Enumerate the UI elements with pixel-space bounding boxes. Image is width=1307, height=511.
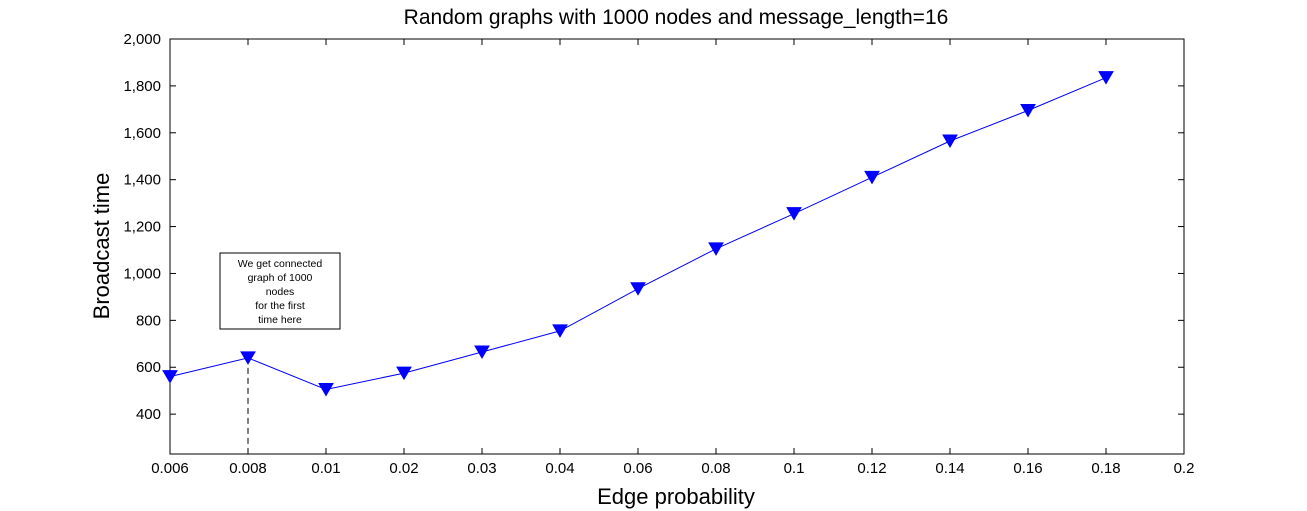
x-tick-label: 0.18 xyxy=(1091,460,1120,477)
annotation: We get connected graph of 1000 nodes for th… xyxy=(219,252,341,454)
y-tick-label: 400 xyxy=(136,406,161,423)
x-tick-label: 0.08 xyxy=(701,460,730,477)
data-point xyxy=(708,242,724,256)
data-point xyxy=(318,383,334,397)
data-point xyxy=(240,351,256,365)
chart-title: Random graphs with 1000 nodes and messag… xyxy=(404,6,949,29)
x-axis: 0.006 0.008 0.01 0.02 0.03 0.04 0.06 0.08 0.1 0.1… xyxy=(151,39,1194,477)
x-tick-label: 0.01 xyxy=(311,460,340,477)
x-tick-label: 0.2 xyxy=(1174,460,1195,477)
data-point xyxy=(396,366,412,381)
y-tick-label: 2,000 xyxy=(123,31,161,48)
data-point xyxy=(162,370,178,384)
y-tick-label: 1,000 xyxy=(123,265,161,282)
annotation-text-line: for the first xyxy=(255,300,305,312)
data-point xyxy=(942,134,958,148)
data-point xyxy=(786,207,802,221)
y-tick-label: 1,200 xyxy=(123,219,161,236)
annotation-text-line: We get connected xyxy=(238,258,323,270)
y-tick-label: 1,400 xyxy=(123,172,161,189)
data-point xyxy=(630,282,646,296)
x-tick-label: 0.02 xyxy=(389,460,418,477)
annotation-box xyxy=(219,252,341,330)
y-tick-label: 600 xyxy=(136,359,161,376)
data-point xyxy=(1098,71,1114,85)
y-tick-label: 1,600 xyxy=(123,125,161,142)
data-point xyxy=(474,345,490,360)
x-tick-label: 0.008 xyxy=(229,460,267,477)
annotation-text-line: nodes xyxy=(266,286,295,298)
annotation-text-line: graph of 1000 xyxy=(248,272,313,284)
data-point xyxy=(864,170,880,185)
x-tick-label: 0.006 xyxy=(151,460,189,477)
data-point xyxy=(1020,104,1036,118)
y-tick-label: 1,800 xyxy=(123,78,161,95)
y-tick-label: 800 xyxy=(136,312,161,329)
data-point xyxy=(552,324,568,338)
x-tick-label: 0.1 xyxy=(784,460,805,477)
series-markers xyxy=(162,71,1114,397)
x-tick-label: 0.12 xyxy=(857,460,886,477)
y-axis: 400 600 800 1,000 1,200 1,400 1,600 1,800 2,000 xyxy=(123,31,1184,423)
plot-area xyxy=(169,38,1185,455)
x-tick-label: 0.16 xyxy=(1013,460,1042,477)
x-tick-label: 0.06 xyxy=(623,460,652,477)
x-tick-label: 0.04 xyxy=(545,460,574,477)
x-tick-label: 0.03 xyxy=(467,460,496,477)
annotation-text-line: time here xyxy=(258,314,302,326)
x-tick-label: 0.14 xyxy=(935,460,964,477)
x-axis-label: Edge probability xyxy=(597,484,755,509)
y-axis-label: Broadcast time xyxy=(89,173,114,320)
